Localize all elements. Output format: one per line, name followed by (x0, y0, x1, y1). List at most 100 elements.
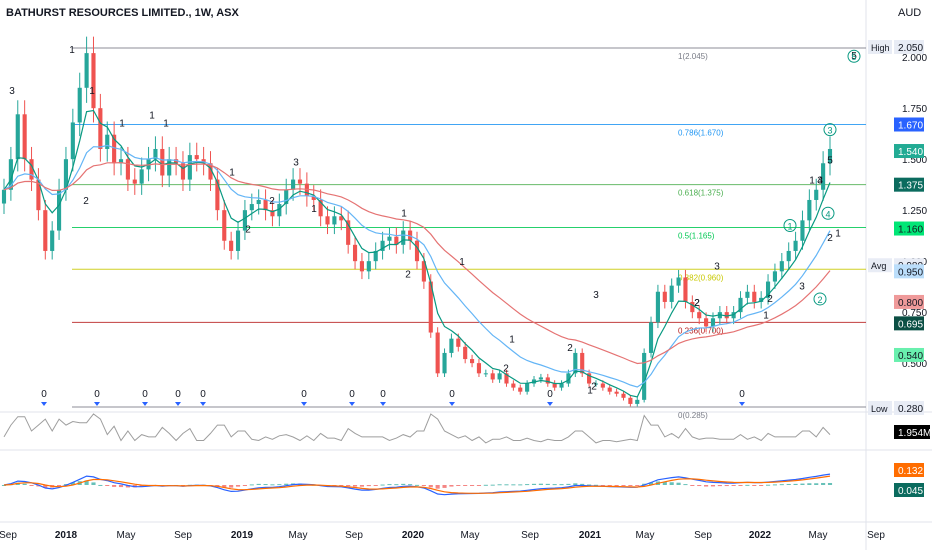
candle-body (359, 261, 364, 272)
candle-body (401, 230, 406, 245)
candle-body (476, 363, 482, 374)
candle-body (710, 318, 716, 327)
wave-mark: 1 (401, 208, 407, 219)
candle (772, 263, 777, 289)
candle (36, 168, 41, 221)
wave-mark: 1 (89, 86, 95, 97)
candle (118, 146, 124, 176)
zero-mark: 0 (142, 389, 148, 400)
candle-body (827, 148, 833, 164)
macd-histogram-bar (600, 485, 605, 486)
wave-mark: 2 (503, 363, 509, 374)
x-tick-label: Sep (521, 530, 539, 541)
candle-body (297, 179, 303, 184)
macd-histogram-bar (628, 485, 633, 486)
wave-mark: 1 (311, 204, 317, 215)
candle-body (759, 297, 764, 302)
candle (669, 278, 674, 309)
candle (8, 146, 13, 201)
candle-body (98, 108, 103, 149)
price-badge-bg (894, 221, 924, 236)
macd-histogram-bar (387, 484, 392, 486)
macd-histogram-bar (538, 483, 543, 485)
candle-body (414, 240, 420, 262)
macd-histogram-bar (710, 485, 716, 487)
candle-body (22, 114, 27, 160)
x-tick-label: 2019 (231, 530, 254, 541)
x-tick-label: Sep (0, 530, 17, 541)
candle (765, 274, 771, 305)
candle (738, 291, 743, 319)
candle-body (593, 383, 599, 385)
macd-badge-bg (894, 463, 924, 477)
candle (201, 146, 206, 176)
zero-mark: 0 (449, 389, 455, 400)
candle (511, 380, 516, 391)
macd-histogram-bar (98, 484, 103, 486)
candle-body (442, 352, 447, 374)
candle-body (807, 199, 812, 221)
price-badge-value: 1.540 (898, 147, 923, 158)
macd-histogram-bar (738, 485, 743, 486)
macd-histogram-bar (359, 485, 364, 487)
candle-body (332, 216, 337, 225)
circled-wave-mark: 4 (825, 209, 830, 219)
candle-body (607, 387, 612, 392)
x-tick-label: 2022 (749, 530, 772, 541)
candle-body (428, 281, 433, 333)
candle (504, 369, 509, 387)
macd-histogram-bar (456, 485, 461, 486)
candle-body (112, 134, 117, 164)
down-arrow-icon (547, 402, 553, 406)
candle (263, 189, 268, 221)
candle (332, 206, 337, 235)
circled-wave-ring (813, 292, 827, 306)
candle-body (339, 216, 344, 221)
price-tag-text: Low (871, 404, 888, 414)
candle (759, 291, 764, 309)
candle-body (256, 199, 261, 205)
price-badge-value: 0.950 (898, 267, 923, 278)
candle-body (587, 373, 592, 384)
wave-mark: 3 (293, 157, 299, 168)
candle-body (84, 53, 89, 88)
zero-mark: 0 (547, 389, 553, 400)
macd-histogram-bar (421, 485, 426, 486)
candle (256, 189, 261, 215)
fib-level-label: 0.236(0.700) (678, 326, 724, 335)
wave-mark: 2 (405, 269, 411, 280)
candle-body (387, 236, 392, 241)
candle (538, 373, 543, 383)
macd-histogram-bar (642, 483, 647, 485)
candle-body (772, 271, 777, 282)
candle (676, 269, 681, 293)
price-badge-bg (894, 144, 924, 159)
candle-body (380, 240, 385, 251)
macd-histogram-bar (428, 485, 433, 488)
candle (70, 108, 75, 172)
macd-histogram-bar (518, 484, 523, 486)
circled-wave-ring (821, 206, 835, 220)
candle (800, 210, 805, 250)
macd-histogram-bar (504, 484, 509, 486)
macd-histogram-bar (394, 484, 399, 486)
candle-body (235, 230, 241, 251)
candle (1, 178, 7, 214)
wave-mark: 5 (851, 51, 857, 62)
price-badge-value: 0.800 (898, 298, 923, 309)
macd-histogram-bar (511, 484, 516, 486)
macd-histogram-bar (621, 485, 626, 486)
macd-histogram-bar (435, 485, 440, 489)
macd-histogram-bar (249, 484, 254, 486)
macd-histogram-bar (573, 483, 578, 485)
x-tick-label: Sep (867, 530, 885, 541)
candle-body (208, 163, 213, 180)
macd-histogram-bar (648, 482, 654, 485)
macd-histogram-bar (36, 485, 41, 487)
candle-body (174, 159, 179, 164)
price-label: 0.800 (894, 294, 924, 309)
candle-body (559, 383, 564, 388)
candle-body (311, 195, 316, 200)
